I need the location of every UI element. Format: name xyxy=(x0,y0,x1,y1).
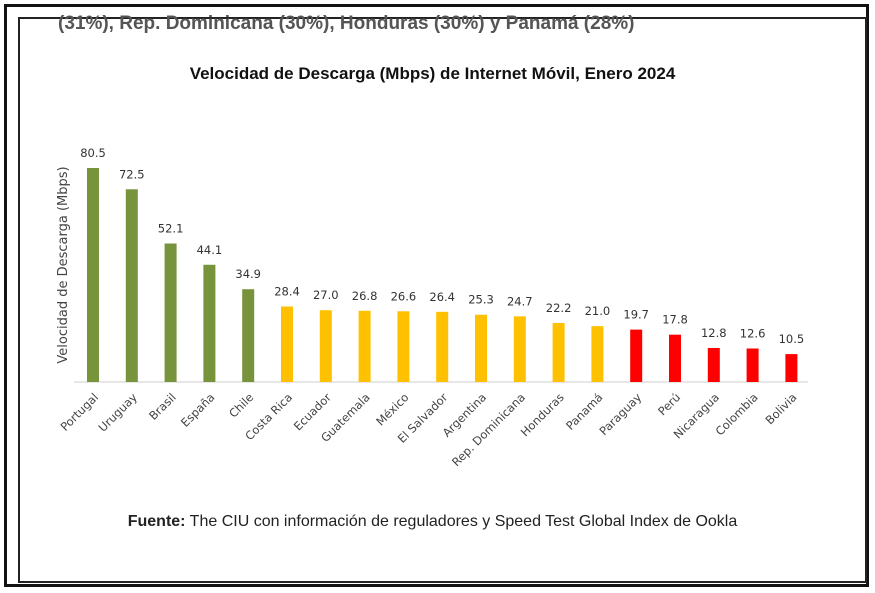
value-label-brasil: 52.1 xyxy=(158,221,184,235)
bar-españa xyxy=(203,264,216,382)
category-label-paraguay: Paraguay xyxy=(596,390,644,438)
value-label-honduras: 22.2 xyxy=(546,301,572,315)
bar-chile xyxy=(242,289,255,382)
value-label-argentina: 25.3 xyxy=(468,293,494,307)
value-label-guatemala: 26.8 xyxy=(352,289,378,303)
category-label-portugal: Portugal xyxy=(58,390,102,434)
category-label-perú: Perú xyxy=(655,390,683,418)
source-note: Fuente: The CIU con información de regul… xyxy=(0,513,865,531)
value-label-panamá: 21.0 xyxy=(585,304,611,318)
cropped-header-text: (31%), Rep. Dominicana (30%), Honduras (… xyxy=(58,13,635,34)
value-label-portugal: 80.5 xyxy=(80,146,106,160)
value-label-colombia: 12.6 xyxy=(740,327,766,341)
bar-rep-dominicana xyxy=(513,316,526,382)
category-label-colombia: Colombia xyxy=(713,390,761,438)
category-label-uruguay: Uruguay xyxy=(95,390,140,435)
bar-méxico xyxy=(397,311,410,382)
value-label-chile: 34.9 xyxy=(235,267,261,281)
category-label-españa: España xyxy=(178,390,218,430)
value-label-costa-rica: 28.4 xyxy=(274,285,300,299)
y-axis-label: Velocidad de Descarga (Mbps) xyxy=(56,166,71,363)
bar-honduras xyxy=(552,322,565,382)
value-labels-group: 80.5 72.5 52.1 44.1 34.9 28.4 27.0 26.8 26.6 26.4… xyxy=(80,146,804,346)
value-label-bolivia: 10.5 xyxy=(779,332,805,346)
category-label-rep-dominicana: Rep. Dominicana xyxy=(449,390,528,469)
bar-portugal xyxy=(87,168,99,382)
source-label: Fuente: xyxy=(127,513,186,530)
value-label-rep-dominicana: 24.7 xyxy=(507,294,533,308)
value-label-uruguay: 72.5 xyxy=(119,167,145,181)
value-label-méxico: 26.6 xyxy=(391,289,417,303)
bar-paraguay xyxy=(630,329,643,382)
bar-ecuador xyxy=(319,310,332,382)
category-label-chile: Chile xyxy=(226,390,256,420)
chart-title: Velocidad de Descarga (Mbps) de Internet… xyxy=(189,64,676,83)
bar-costa-rica xyxy=(281,306,293,382)
bar-perú xyxy=(669,334,681,382)
bar-brasil xyxy=(164,243,177,382)
category-label-brasil: Brasil xyxy=(146,390,179,423)
bar-el-salvador xyxy=(436,311,449,382)
category-label-méxico: México xyxy=(373,390,411,428)
bars-group xyxy=(87,168,798,382)
bar-bolivia xyxy=(785,354,798,382)
value-label-españa: 44.1 xyxy=(197,243,223,257)
value-label-el-salvador: 26.4 xyxy=(429,290,455,304)
value-label-ecuador: 27.0 xyxy=(313,288,339,302)
bar-colombia xyxy=(746,348,759,382)
bar-panamá xyxy=(591,326,604,382)
value-label-nicaragua: 12.8 xyxy=(701,326,727,340)
inner-frame: (31%), Rep. Dominicana (30%), Honduras (… xyxy=(18,13,867,583)
bar-argentina xyxy=(475,314,487,382)
bar-uruguay xyxy=(125,189,138,382)
value-label-perú: 17.8 xyxy=(662,313,688,327)
value-label-paraguay: 19.7 xyxy=(623,308,649,322)
bar-nicaragua xyxy=(707,347,720,382)
category-label-bolivia: Bolivia xyxy=(762,390,799,427)
source-text: The CIU con información de reguladores y… xyxy=(185,513,738,530)
bar-guatemala xyxy=(358,310,371,382)
outer-frame: (31%), Rep. Dominicana (30%), Honduras (… xyxy=(4,4,869,587)
